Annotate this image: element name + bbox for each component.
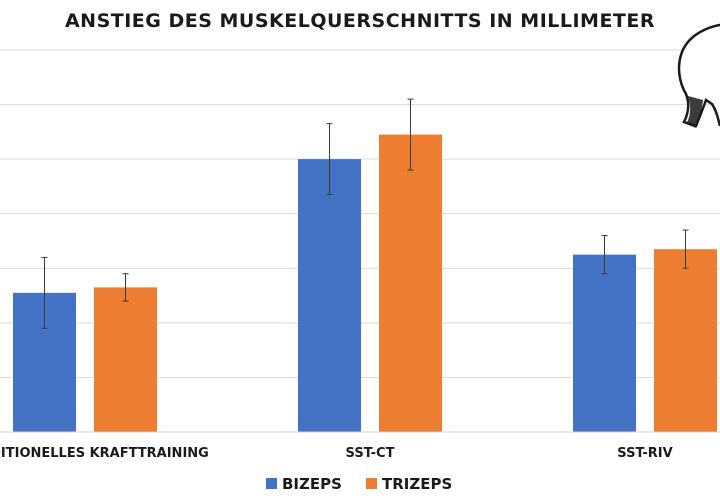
bar (94, 287, 157, 432)
error-bars (41, 98, 689, 329)
chart-title: ANSTIEG DES MUSKELQUERSCHNITTS IN MILLIM… (65, 10, 655, 32)
legend: BIZEPS TRIZEPS (266, 475, 452, 493)
category-label: SST-RIV (617, 446, 672, 461)
elephant-outline-icon (677, 23, 720, 128)
bars (13, 134, 717, 433)
bar (298, 159, 361, 432)
bar (573, 254, 636, 432)
bar (379, 134, 442, 433)
legend-swatch (366, 478, 377, 489)
category-label: SST-CT (346, 446, 395, 461)
legend-label: TRIZEPS (382, 475, 452, 493)
bar (654, 249, 717, 432)
elephant-shadow (686, 96, 703, 128)
category-labels: TRADITIONELLES KRAFTTRAINING SST-CT SST-RI… (0, 446, 673, 461)
category-label: TRADITIONELLES KRAFTTRAINING (0, 446, 209, 461)
legend-swatch (266, 478, 277, 489)
legend-label: BIZEPS (282, 475, 342, 493)
